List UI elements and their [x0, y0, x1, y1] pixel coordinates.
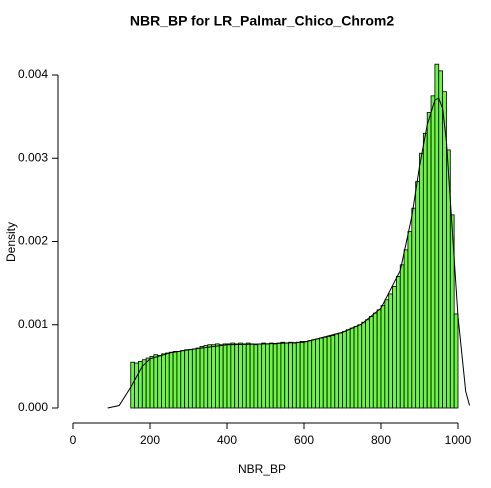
bar: [280, 341, 286, 409]
bar: [157, 355, 162, 409]
bar: [357, 324, 363, 409]
bar: [384, 299, 390, 409]
bar: [268, 342, 274, 409]
bar: [361, 321, 366, 409]
bar: [207, 344, 212, 409]
bar: [222, 343, 228, 409]
bar: [380, 305, 386, 409]
bar: [430, 95, 436, 409]
bar: [161, 353, 166, 409]
bar: [399, 264, 405, 409]
bar: [407, 231, 413, 409]
bar: [311, 339, 316, 409]
bar: [299, 340, 305, 409]
bar: [249, 343, 255, 409]
bar: [234, 343, 239, 409]
x-tick-label: 600: [294, 433, 314, 447]
bar: [438, 70, 443, 409]
bar: [215, 343, 220, 409]
bar: [388, 293, 393, 409]
bar: [199, 345, 205, 409]
x-tick-label: 800: [371, 433, 391, 447]
bar: [272, 343, 278, 409]
bar: [326, 336, 332, 409]
x-tick-label: 400: [217, 433, 237, 447]
bar: [338, 332, 343, 409]
bar: [230, 342, 236, 409]
x-tick-label: 0: [70, 433, 77, 447]
bar: [284, 342, 289, 409]
bar: [218, 344, 224, 409]
bar: [149, 355, 155, 409]
y-axis-label: Density: [4, 222, 18, 262]
bar: [411, 207, 417, 409]
bar: [195, 347, 201, 409]
bar: [415, 181, 420, 409]
bar: [403, 249, 409, 409]
bar: [257, 343, 263, 409]
bar: [253, 344, 259, 409]
bar: [145, 357, 151, 409]
y-tick-label: 0.000: [18, 400, 48, 414]
bar: [238, 342, 243, 409]
bar: [265, 343, 270, 409]
y-tick-label: 0.001: [18, 317, 48, 331]
bar: [322, 336, 328, 409]
bar: [134, 362, 139, 409]
bar: [392, 286, 397, 409]
bar: [295, 341, 301, 409]
bar: [184, 349, 189, 409]
bar: [141, 359, 147, 409]
bar: [345, 329, 351, 409]
bar: [376, 309, 382, 409]
bar: [434, 63, 440, 409]
bar: [276, 342, 282, 409]
bar: [395, 276, 401, 409]
bar: [203, 345, 209, 409]
bar: [353, 326, 359, 409]
y-tick-label: 0.003: [18, 150, 48, 164]
bar: [318, 337, 324, 409]
bar: [261, 342, 266, 409]
bar: [453, 313, 459, 409]
bar: [164, 352, 170, 409]
bar: [303, 340, 309, 409]
bar: [342, 331, 347, 409]
y-tick-label: 0.002: [18, 234, 48, 248]
bar: [292, 342, 297, 409]
bar: [449, 214, 455, 409]
chart-title: NBR_BP for LR_Palmar_Chico_Chrom2: [130, 13, 394, 29]
bar: [349, 327, 355, 409]
bar: [369, 316, 374, 409]
density-curve: [107, 97, 471, 409]
bar: [172, 350, 178, 409]
bar: [191, 348, 197, 409]
bar: [419, 152, 424, 409]
bar: [176, 350, 182, 409]
bar: [188, 349, 193, 409]
bar: [315, 338, 320, 409]
bar: [334, 333, 340, 409]
x-axis-label: NBR_BP: [238, 462, 286, 476]
x-tick-label: 200: [140, 433, 160, 447]
bar: [372, 312, 378, 409]
bar: [226, 343, 232, 409]
bar: [211, 344, 216, 409]
bar: [180, 350, 186, 409]
bar: [153, 354, 159, 409]
bar: [422, 132, 428, 409]
y-tick-label: 0.004: [18, 67, 48, 81]
bar: [307, 340, 313, 409]
bar: [245, 342, 251, 409]
bar: [426, 112, 432, 409]
x-tick-label: 1000: [445, 433, 472, 447]
bar: [241, 343, 247, 409]
bar: [330, 335, 336, 409]
bar: [288, 341, 293, 409]
bar: [365, 319, 370, 409]
bar: [130, 361, 135, 409]
bar: [168, 351, 174, 409]
